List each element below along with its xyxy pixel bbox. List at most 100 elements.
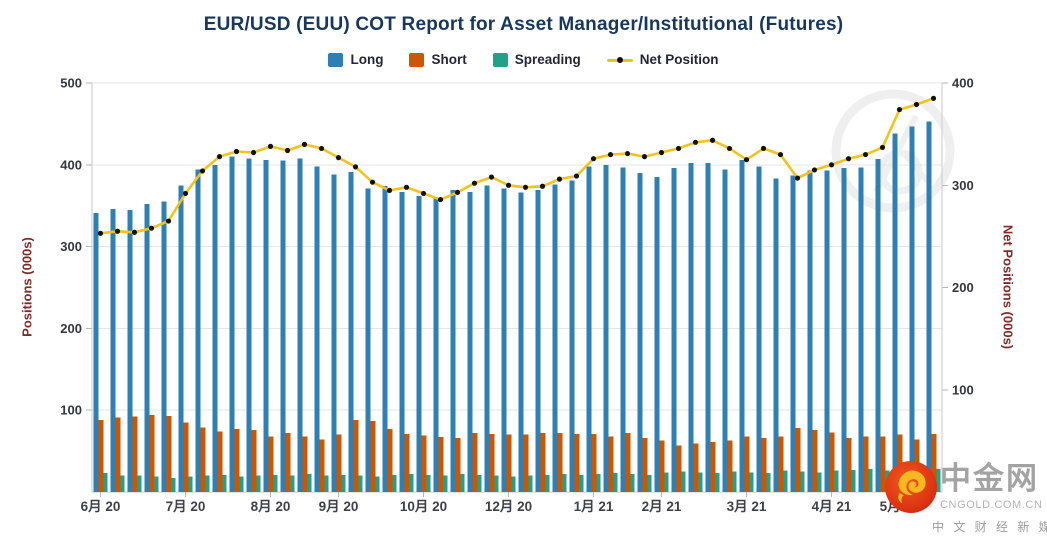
net-position-marker bbox=[199, 168, 206, 174]
net-position-marker bbox=[352, 164, 359, 170]
bar-short bbox=[438, 437, 444, 492]
bar-short bbox=[302, 436, 308, 492]
bar-spreading bbox=[511, 476, 516, 492]
bar-short bbox=[727, 440, 733, 492]
bar-short bbox=[625, 433, 631, 492]
bar-long bbox=[93, 213, 99, 492]
bar-spreading bbox=[817, 472, 822, 492]
bar-long bbox=[297, 158, 303, 493]
bar-long bbox=[433, 198, 439, 492]
net-position-marker bbox=[250, 149, 257, 156]
net-position-marker bbox=[743, 157, 750, 163]
bar-long bbox=[586, 166, 592, 492]
bar-long bbox=[688, 163, 694, 492]
bar-spreading bbox=[137, 475, 142, 492]
net-position-marker bbox=[318, 145, 325, 152]
bar-short bbox=[897, 434, 903, 492]
bar-spreading bbox=[341, 474, 346, 492]
net-position-marker bbox=[709, 137, 716, 143]
bar-long bbox=[416, 195, 422, 492]
bar-spreading bbox=[273, 474, 278, 492]
bar-short bbox=[115, 417, 121, 492]
bar-short bbox=[693, 443, 699, 492]
bar-short bbox=[149, 415, 155, 492]
bar-long bbox=[909, 126, 915, 492]
right-axis-tick-label: 300 bbox=[952, 178, 974, 193]
bar-long bbox=[637, 172, 643, 493]
bar-long bbox=[739, 159, 745, 492]
net-position-marker bbox=[454, 189, 461, 196]
bar-long bbox=[569, 180, 575, 493]
bar-short bbox=[217, 431, 223, 492]
bar-long bbox=[484, 185, 490, 492]
legend-label: Long bbox=[350, 52, 384, 67]
net-position-marker bbox=[522, 184, 529, 190]
net-position-marker bbox=[692, 139, 699, 145]
bar-short bbox=[98, 420, 104, 492]
bar-long bbox=[280, 160, 286, 492]
net-position-marker bbox=[641, 154, 648, 160]
left-axis-tick-label: 500 bbox=[60, 76, 82, 91]
bar-spreading bbox=[664, 472, 669, 492]
bar-long bbox=[229, 156, 235, 492]
legend-item-net-position[interactable]: Net Position bbox=[606, 52, 719, 67]
x-axis-tick-label: 1月 21 bbox=[574, 499, 614, 514]
bar-spreading bbox=[800, 471, 805, 492]
bar-spreading bbox=[698, 472, 703, 492]
net-position-marker bbox=[471, 180, 478, 186]
x-axis-tick-label: 9月 20 bbox=[319, 499, 359, 514]
legend-item-short[interactable]: Short bbox=[409, 52, 467, 67]
net-position-marker bbox=[556, 176, 563, 182]
legend-swatch-icon bbox=[328, 52, 344, 67]
bar-long bbox=[212, 164, 218, 493]
left-axis-tick-label: 400 bbox=[60, 157, 82, 172]
bar-long bbox=[161, 201, 167, 493]
watermark-tagline: 中 文 财 经 新 媒 体 bbox=[932, 520, 1047, 534]
bar-short bbox=[540, 433, 546, 492]
x-axis-tick-label: 3月 21 bbox=[727, 499, 767, 514]
net-position-marker bbox=[114, 228, 121, 234]
legend-label: Spreading bbox=[514, 52, 581, 67]
bar-short bbox=[812, 429, 818, 492]
bar-series-short bbox=[98, 415, 937, 492]
bar-spreading bbox=[443, 475, 448, 492]
bar-long bbox=[807, 170, 813, 492]
legend-item-long[interactable]: Long bbox=[328, 52, 383, 67]
watermark-name: 中金网 bbox=[940, 461, 1039, 496]
net-position-marker bbox=[913, 101, 920, 108]
bar-spreading bbox=[766, 473, 771, 492]
left-axis-tick-label: 100 bbox=[60, 403, 82, 418]
bar-short bbox=[506, 434, 512, 492]
net-position-marker bbox=[420, 190, 427, 197]
legend-label: Net Position bbox=[639, 52, 719, 67]
bar-spreading bbox=[834, 470, 839, 492]
net-position-marker bbox=[284, 147, 291, 154]
bar-short bbox=[880, 436, 886, 492]
bar-spreading bbox=[307, 474, 312, 492]
bar-long bbox=[875, 159, 881, 492]
bar-spreading bbox=[749, 472, 754, 492]
bar-spreading bbox=[171, 478, 176, 492]
bar-spreading bbox=[936, 469, 941, 492]
bar-spreading bbox=[528, 475, 533, 492]
bar-short bbox=[659, 440, 665, 492]
bar-short bbox=[455, 438, 461, 492]
legend-item-spreading[interactable]: Spreading bbox=[492, 52, 581, 67]
net-position-marker bbox=[590, 156, 597, 162]
bar-spreading bbox=[120, 475, 125, 492]
bar-short bbox=[642, 438, 648, 492]
bar-short bbox=[353, 420, 359, 492]
net-position-line bbox=[99, 97, 935, 235]
bar-long bbox=[722, 169, 728, 492]
bar-long bbox=[399, 191, 405, 492]
bar-spreading bbox=[460, 474, 465, 492]
bar-spreading bbox=[205, 475, 210, 492]
bar-short bbox=[574, 433, 580, 492]
net-position-markers bbox=[97, 95, 937, 236]
bar-long bbox=[518, 192, 524, 492]
bar-long bbox=[620, 167, 626, 492]
bar-spreading bbox=[579, 474, 584, 492]
bar-short bbox=[336, 434, 342, 492]
bar-spreading bbox=[409, 474, 414, 492]
